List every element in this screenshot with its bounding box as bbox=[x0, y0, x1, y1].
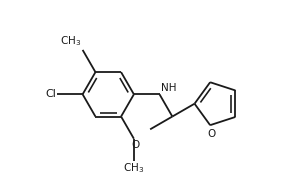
Text: Cl: Cl bbox=[45, 89, 56, 99]
Text: CH$_3$: CH$_3$ bbox=[60, 34, 82, 48]
Text: O: O bbox=[208, 129, 216, 139]
Text: O: O bbox=[131, 140, 139, 150]
Text: NH: NH bbox=[161, 83, 176, 93]
Text: CH$_3$: CH$_3$ bbox=[123, 162, 144, 176]
